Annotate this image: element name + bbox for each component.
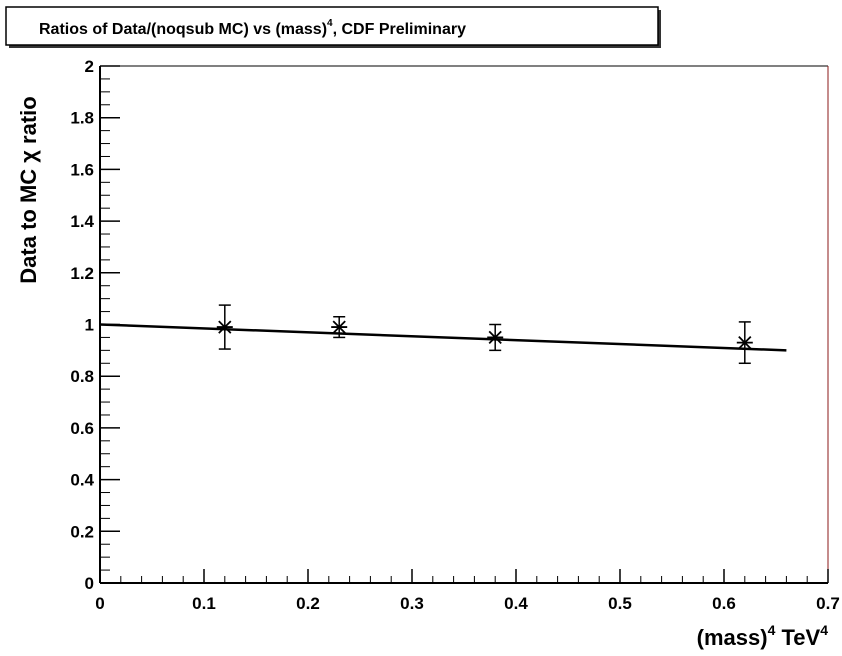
chart-title-suffix: , CDF Preliminary — [333, 21, 466, 38]
y-axis-ticks: 0 0.2 0.4 0.6 0.8 1 1.2 1.4 1.6 1.8 2 — [70, 57, 120, 593]
data-point — [216, 304, 233, 350]
y-tick-label: 0.2 — [70, 522, 94, 541]
x-tick-label: 0.5 — [608, 594, 632, 613]
point-marker — [736, 335, 753, 350]
fit-line — [99, 323, 787, 352]
data-point — [736, 321, 753, 365]
chart-title-exponent: 4 — [327, 18, 333, 29]
x-axis-title: (mass)4 TeV4 — [697, 622, 829, 650]
chart-title: Ratios of Data/(noqsub MC) vs (mass)4, C… — [39, 18, 466, 38]
y-tick-label: 1.8 — [70, 109, 94, 128]
x-axis-title-exp2: 4 — [820, 622, 828, 638]
x-tick-label: 0.7 — [816, 594, 840, 613]
fit-line-layer — [99, 323, 787, 352]
x-tick-label: 0.4 — [504, 594, 528, 613]
y-tick-label: 0.4 — [70, 471, 94, 490]
x-tick-label: 0.1 — [192, 594, 216, 613]
y-tick-label: 1 — [85, 316, 94, 335]
y-tick-label: 2 — [85, 57, 94, 76]
x-axis-ticks: 0 0.1 0.2 0.3 0.4 0.5 0.6 0.7 — [95, 569, 840, 613]
data-points — [216, 304, 753, 365]
y-tick-label: 0 — [85, 574, 94, 593]
plot-frame — [99, 65, 829, 584]
title-box-frame — [5, 6, 659, 46]
point-marker — [331, 320, 348, 334]
data-point — [487, 323, 504, 352]
point-marker — [216, 320, 233, 334]
x-tick-label: 0.6 — [712, 594, 736, 613]
y-axis-title: Data to MC χ ratio — [16, 96, 41, 283]
x-tick-label: 0.2 — [296, 594, 320, 613]
title-box: Ratios of Data/(noqsub MC) vs (mass)4, C… — [5, 6, 661, 48]
x-tick-label: 0.3 — [400, 594, 424, 613]
y-tick-label: 0.8 — [70, 367, 94, 386]
y-tick-label: 0.6 — [70, 419, 94, 438]
y-tick-label: 1.4 — [70, 212, 94, 231]
x-axis-title-exp1: 4 — [768, 622, 776, 638]
chart-title-main: Ratios of Data/(noqsub MC) vs (mass) — [39, 21, 327, 38]
x-axis-title-base: (mass) — [697, 625, 768, 650]
y-tick-label: 1.2 — [70, 264, 94, 283]
x-tick-label: 0 — [95, 594, 104, 613]
data-point — [331, 315, 348, 339]
y-tick-label: 1.6 — [70, 160, 94, 179]
x-axis-title-unit: TeV — [775, 625, 820, 650]
point-marker — [487, 330, 504, 345]
